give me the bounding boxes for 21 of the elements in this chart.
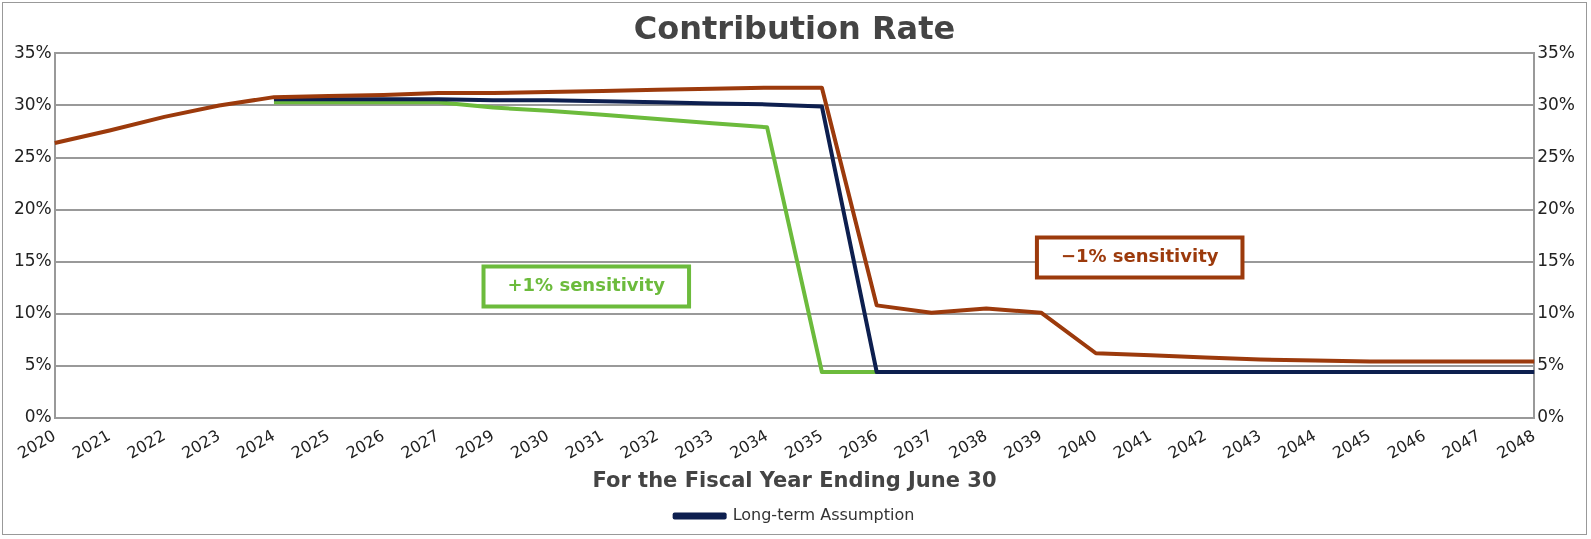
y-tick-label: 5% (24, 354, 52, 375)
y2-tick-label: 10% (1537, 302, 1576, 323)
y-tick-label: 30% (13, 93, 52, 114)
y2-tick-label: 5% (1537, 354, 1565, 375)
y2-tick-label: 35% (1537, 41, 1576, 62)
y2-tick-label: 25% (1537, 145, 1576, 166)
y2-tick-label: 15% (1537, 250, 1576, 271)
text: −1% sensitivity (1060, 245, 1219, 267)
y-tick-label: 0% (24, 406, 52, 427)
text: +1% sensitivity (507, 274, 666, 296)
y-tick-label: 10% (13, 302, 52, 323)
y2-tick-label: 0% (1537, 406, 1565, 427)
chart-title: Contribution Rate (633, 8, 956, 47)
x-axis-title: For the Fiscal Year Ending June 30 (592, 467, 997, 492)
y2-tick-label: 20% (1537, 198, 1576, 218)
y-tick-label: 25% (13, 145, 52, 166)
y-tick-label: 15% (13, 250, 52, 271)
y-tick-label: 35% (13, 41, 52, 62)
y-tick-label: 20% (13, 198, 52, 218)
legend-label: Long-term Assumption (732, 505, 915, 525)
y2-tick-label: 30% (1537, 93, 1576, 114)
